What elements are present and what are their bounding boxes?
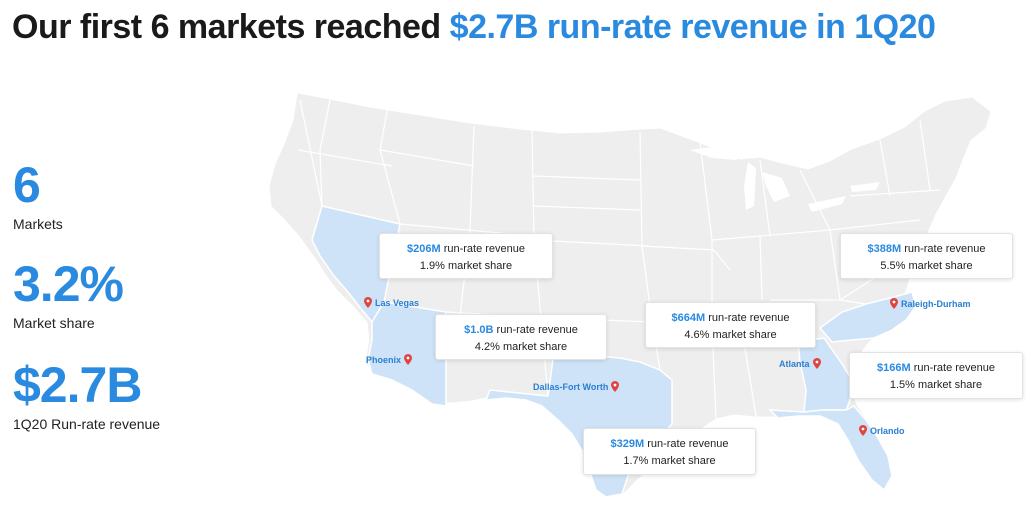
stat-markets: 6 Markets	[13, 160, 63, 232]
map-pin-icon	[812, 358, 821, 369]
card-revenue-label: run-rate revenue	[647, 438, 729, 450]
card-revenue-label: run-rate revenue	[708, 312, 790, 324]
stat-market-share-value: 3.2%	[13, 256, 124, 312]
great-lakes	[690, 146, 880, 212]
market-card-phoenix: $1.0B run-rate revenue 4.2% market share	[435, 314, 607, 360]
city-atlanta: Atlanta	[779, 358, 821, 369]
stat-revenue-label: 1Q20 Run-rate revenue	[13, 416, 161, 432]
card-amount: $1.0B	[464, 324, 494, 336]
market-card-las-vegas: $206M run-rate revenue 1.9% market share	[379, 233, 553, 279]
card-revenue-label: run-rate revenue	[443, 243, 526, 255]
title-highlight: $2.7B run-rate revenue in 1Q20	[449, 8, 936, 46]
market-card-raleigh-durham: $388M run-rate revenue 5.5% market share	[840, 233, 1013, 279]
card-share: 4.6% market share	[684, 329, 777, 341]
region-florida	[768, 405, 893, 492]
stat-market-share: 3.2% Market share	[13, 256, 124, 331]
map-pin-icon	[890, 298, 898, 309]
city-las-vegas: Las Vegas	[364, 297, 419, 308]
stat-revenue: $2.7B 1Q20 Run-rate revenue	[13, 360, 160, 432]
card-revenue-label: run-rate revenue	[913, 362, 996, 374]
city-label: Orlando	[870, 425, 905, 436]
market-card-atlanta: $664M run-rate revenue 4.6% market share	[645, 302, 816, 348]
city-dallas-fort-worth: Dallas-Fort Worth	[533, 381, 620, 392]
card-share: 1.7% market share	[623, 455, 716, 467]
stat-revenue-value: $2.7B	[13, 357, 142, 413]
city-orlando: Orlando	[859, 425, 905, 436]
page-title: Our first 6 markets reached $2.7B run-ra…	[12, 8, 936, 47]
map-pin-icon	[404, 354, 413, 365]
city-phoenix: Phoenix	[366, 354, 413, 365]
region-arizona	[367, 301, 447, 407]
stat-markets-value: 6	[13, 157, 41, 213]
stat-markets-label: Markets	[13, 216, 63, 232]
card-revenue-label: run-rate revenue	[904, 243, 986, 255]
stat-market-share-label: Market share	[13, 315, 95, 331]
card-amount: $329M	[610, 438, 645, 450]
market-card-dallas-fort-worth: $329M run-rate revenue 1.7% market share	[583, 428, 756, 475]
map-pin-icon	[611, 381, 620, 392]
card-share: 5.5% market share	[880, 260, 973, 272]
card-share: 1.9% market share	[419, 260, 513, 272]
card-amount: $166M	[876, 362, 911, 374]
card-share: 1.5% market share	[889, 379, 983, 391]
map-pin-icon	[364, 297, 372, 308]
card-share: 4.2% market share	[474, 341, 568, 353]
card-revenue-label: run-rate revenue	[496, 324, 578, 336]
card-amount: $206M	[406, 243, 441, 255]
map-pin-icon	[859, 425, 867, 436]
city-label: Dallas-Fort Worth	[533, 381, 609, 392]
city-label: Atlanta	[779, 358, 810, 369]
city-label: Raleigh-Durham	[901, 298, 971, 309]
city-label: Phoenix	[366, 354, 402, 365]
city-raleigh-durham: Raleigh-Durham	[890, 298, 971, 309]
city-label: Las Vegas	[375, 297, 420, 308]
market-card-orlando: $166M run-rate revenue 1.5% market share	[849, 352, 1023, 399]
card-amount: $664M	[671, 312, 706, 324]
title-prefix: Our first 6 markets reached	[12, 8, 441, 46]
card-amount: $388M	[867, 243, 902, 255]
